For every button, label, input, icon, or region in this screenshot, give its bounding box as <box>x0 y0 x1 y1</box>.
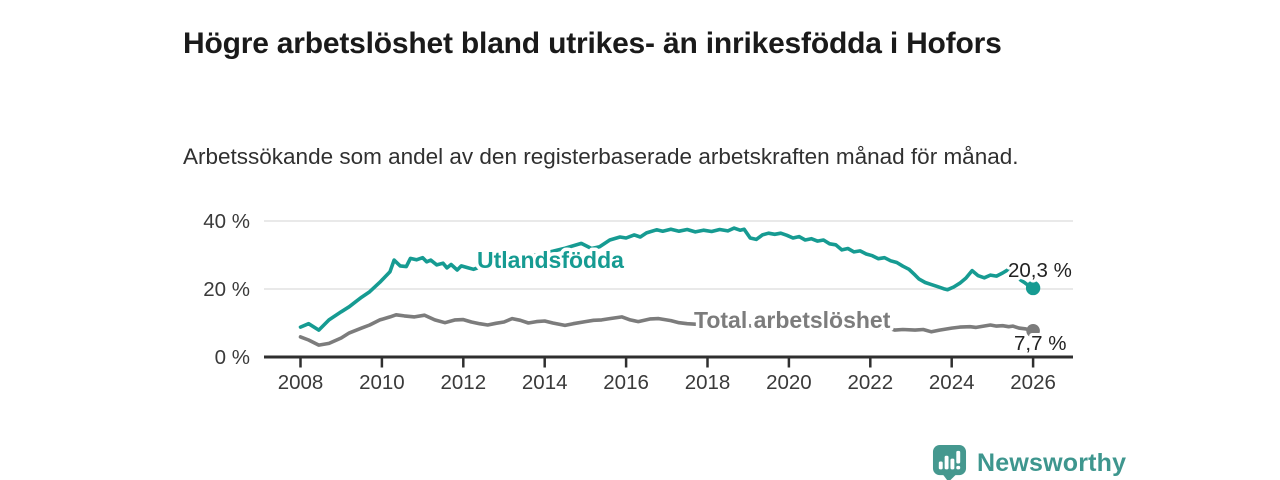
newsworthy-logo: Newsworthy <box>932 444 1126 480</box>
x-tick-label: 2024 <box>929 371 975 394</box>
x-tick-label: 2026 <box>1010 371 1056 394</box>
x-tick-label: 2012 <box>440 371 486 394</box>
y-tick-label: 20 % <box>203 278 250 301</box>
series-label-1: Total arbetslöshet <box>694 307 891 333</box>
x-tick-label: 2014 <box>522 371 568 394</box>
series-value-label-0: 20,3 % <box>1008 259 1072 282</box>
series-value-label-1: 7,7 % <box>1014 332 1066 355</box>
chart-title: Högre arbetslöshet bland utrikes- än inr… <box>183 27 1002 61</box>
series-line-1 <box>298 313 1035 347</box>
y-tick-label: 40 % <box>203 210 250 233</box>
series-label-0: Utlandsfödda <box>477 247 624 273</box>
series-end-dot-1 <box>1026 324 1040 338</box>
x-tick-label: 2018 <box>685 371 731 394</box>
series-end-dot-0 <box>1025 280 1041 296</box>
x-tick-label: 2022 <box>847 371 893 394</box>
newsworthy-brand-text: Newsworthy <box>977 449 1127 477</box>
chart-subtitle: Arbetssökande som andel av den registerb… <box>183 143 1019 169</box>
x-tick-label: 2016 <box>603 371 649 394</box>
x-tick-label: 2010 <box>359 371 405 394</box>
x-tick-label: 2008 <box>278 371 324 394</box>
y-tick-label: 0 % <box>215 346 250 369</box>
newsworthy-logo-icon <box>932 445 967 480</box>
x-tick-label: 2020 <box>766 371 812 394</box>
series-line-0 <box>298 226 1035 332</box>
